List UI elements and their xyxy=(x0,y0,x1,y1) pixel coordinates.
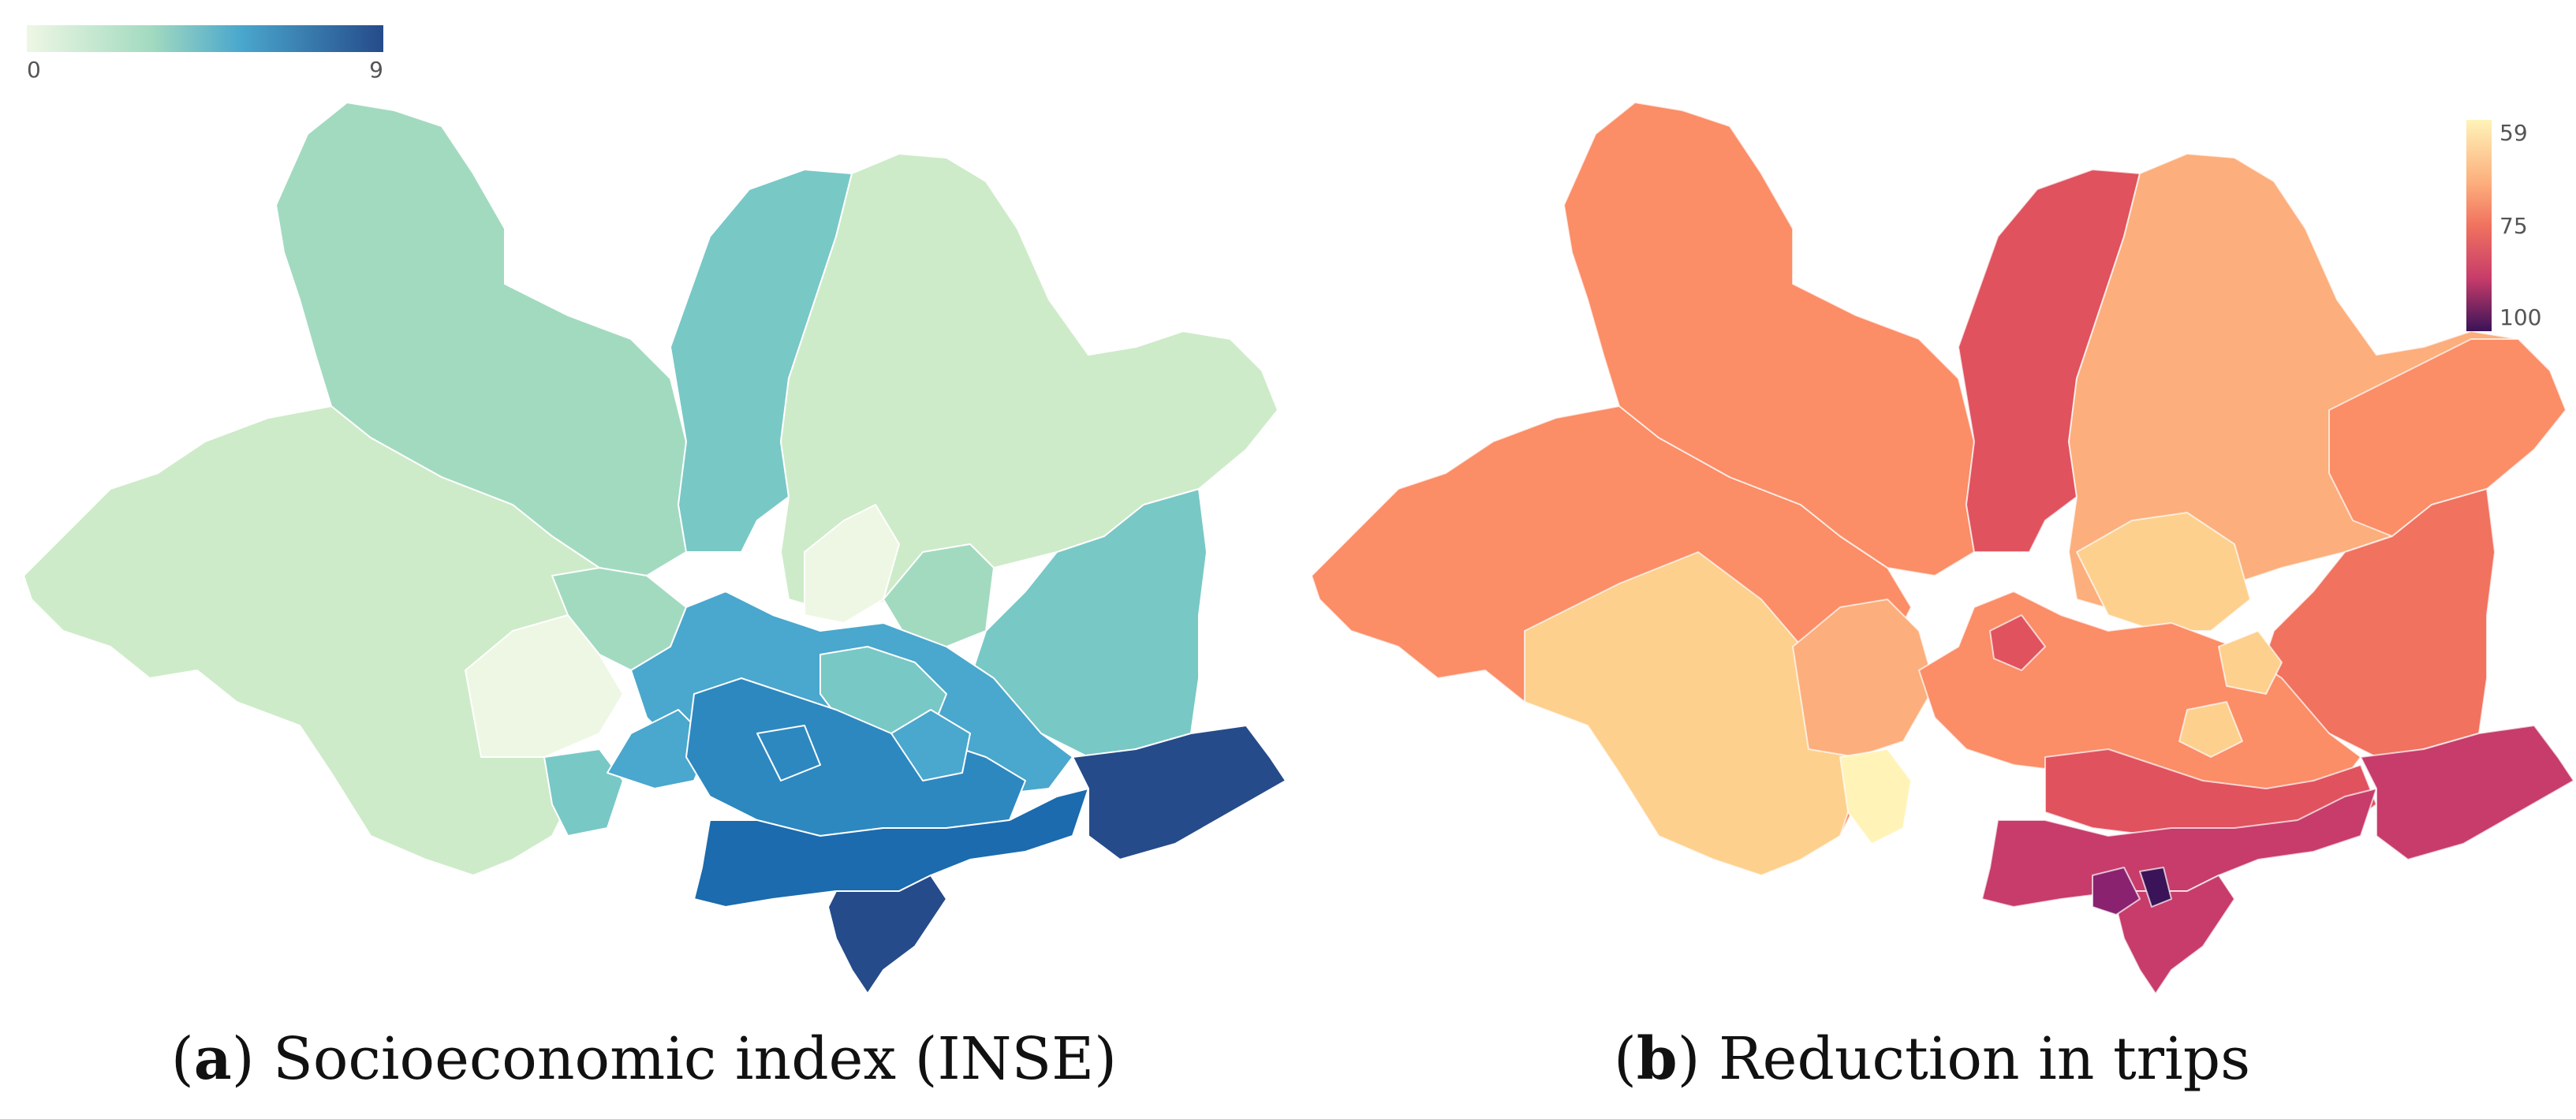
region-south-coast xyxy=(693,788,1089,908)
region-southwest-light xyxy=(465,614,624,758)
region-north-pink xyxy=(1989,614,2046,671)
inse-legend-colorbar xyxy=(27,25,383,52)
trip-reduction-legend-label-bottom: 100 xyxy=(2499,304,2541,330)
region-southeast xyxy=(2360,725,2574,860)
inse-caption-text: Socioeconomic index (INSE) xyxy=(273,1025,1118,1093)
region-south-point xyxy=(2115,875,2235,994)
region-inner-blue-2 xyxy=(756,725,821,781)
region-south-dark-1 xyxy=(2092,867,2141,916)
region-central-light-2 xyxy=(2178,701,2243,758)
inse-caption-letter: a xyxy=(193,1025,232,1093)
region-southwest-teal xyxy=(543,748,624,837)
trip-reduction-caption-text: Reduction in trips xyxy=(1718,1025,2251,1093)
trip-reduction-caption-letter: b xyxy=(1636,1025,1678,1093)
region-south-dark-2 xyxy=(2139,867,2172,908)
region-southwest xyxy=(1524,551,1857,876)
map-panel-inse: 0 9 xyxy=(23,25,1286,1093)
region-central-light-1 xyxy=(2218,630,2283,695)
region-core xyxy=(685,677,1026,837)
inse-map: 0 9 xyxy=(23,25,1286,994)
trip-reduction-legend: 59 75 100 xyxy=(2466,120,2541,331)
trip-reduction-legend-label-top: 59 xyxy=(2499,120,2528,146)
inse-caption: (a) Socioeconomic index (INSE) xyxy=(170,1025,1118,1093)
region-southeast-dark xyxy=(1072,725,1286,860)
inse-neighbourhoods xyxy=(23,102,1286,994)
region-far-northeast xyxy=(2328,338,2567,537)
inse-legend: 0 9 xyxy=(27,25,383,83)
trip-reduction-legend-colorbar xyxy=(2466,120,2492,331)
region-south-point xyxy=(827,875,947,994)
inse-legend-min-label: 0 xyxy=(27,57,41,83)
region-south-coast xyxy=(1981,788,2377,908)
region-southwest-yellow xyxy=(1839,748,1912,845)
region-centre-light xyxy=(804,504,900,624)
trip-reduction-map: 59 75 100 xyxy=(1311,102,2574,994)
region-centre-pale xyxy=(2076,512,2251,632)
region-inner-blue-1 xyxy=(890,709,971,781)
map-panel-trip-reduction: 59 75 100 (b) Reduction in trips xyxy=(1288,0,2576,1119)
trip-reduction-legend-label-mid: 75 xyxy=(2499,213,2528,239)
trip-reduction-neighbourhoods xyxy=(1311,102,2574,994)
trip-reduction-caption: (b) Reduction in trips xyxy=(1613,1025,2251,1093)
inse-legend-max-label: 9 xyxy=(369,57,383,83)
